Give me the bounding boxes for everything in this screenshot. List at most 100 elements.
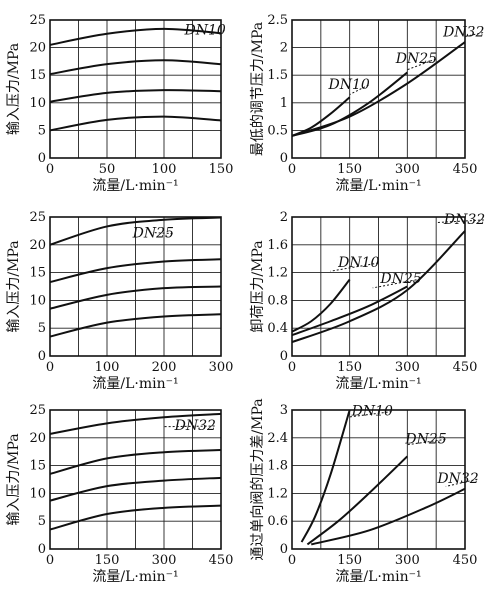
plot-frame — [291, 216, 466, 357]
series-label: DN25 — [379, 271, 421, 287]
y-tick-label: 5 — [38, 321, 46, 336]
y-tick-label: 0.6 — [267, 514, 288, 529]
x-tick-label: 0 — [288, 553, 296, 568]
y-axis-label: 输入压力/MPa — [6, 43, 22, 135]
y-tick-label: 10 — [29, 293, 46, 308]
plot-frame — [49, 409, 222, 550]
series-line-3 — [291, 230, 466, 344]
y-tick-label: 15 — [29, 68, 46, 83]
series-line-1 — [49, 412, 222, 435]
y-tick-label: 15 — [29, 459, 46, 474]
series-line-2 — [291, 285, 408, 337]
series-line-3 — [49, 285, 222, 310]
series-label: DN32 — [442, 25, 484, 41]
x-tick-label: 50 — [99, 162, 116, 177]
series-label: DN32 — [174, 418, 216, 434]
y-tick-label: 20 — [29, 41, 46, 56]
y-tick-label: 1.8 — [267, 459, 288, 474]
x-tick-label: 300 — [395, 360, 420, 375]
x-tick-label: 450 — [453, 360, 478, 375]
y-tick-label: 25 — [29, 403, 46, 418]
label-leader — [349, 411, 392, 418]
y-tick-label: 10 — [29, 96, 46, 111]
x-tick-label: 450 — [453, 553, 478, 568]
x-axis-label: 流量/L·min⁻¹ — [92, 178, 178, 194]
x-tick-label: 100 — [152, 162, 177, 177]
y-tick-label: 5 — [38, 514, 46, 529]
series-line-2 — [49, 449, 222, 475]
label-leader — [163, 425, 215, 428]
x-tick-label: 100 — [95, 360, 120, 375]
y-tick-label: 0 — [38, 151, 46, 166]
y-axis-label: 输入压力/MPa — [6, 433, 22, 525]
y-tick-label: 2 — [280, 41, 288, 56]
x-axis-label: 流量/L·min⁻¹ — [92, 569, 178, 585]
y-tick-label: 1.2 — [267, 486, 288, 501]
y-axis-label: 输入压力/MPa — [6, 240, 22, 332]
series-line-3 — [49, 89, 222, 103]
chart-panel-4: 0 150 300 450 0.4 0.8 1.2 1.6 2 0 流量/L·min⁻¹ 卸荷压力/M… — [250, 210, 485, 392]
label-leader — [349, 84, 369, 95]
label-leader — [464, 32, 484, 38]
y-tick-label: 1 — [280, 96, 288, 111]
series-line-2 — [49, 59, 222, 76]
x-axis-label: 流量/L·min⁻¹ — [335, 376, 421, 392]
label-leader — [407, 58, 436, 71]
x-tick-label: 0 — [288, 162, 296, 177]
y-axis-label: 最低的调节压力/MPa — [250, 22, 266, 156]
series-line-2 — [49, 258, 222, 284]
series-label: DN10 — [337, 255, 379, 271]
series-line-1 — [300, 409, 351, 543]
x-tick-label: 150 — [337, 162, 362, 177]
y-tick-label: 2.4 — [267, 431, 288, 446]
series-line-3 — [49, 476, 222, 502]
series-line-1 — [49, 27, 222, 46]
x-tick-label: 300 — [152, 553, 177, 568]
chart-panel-2: 0 150 300 450 0.5 1 1.5 2 2.5 0 流量/L·min⁻¹ 最低的调节压力/… — [250, 13, 484, 194]
series-label: DN10 — [184, 22, 226, 38]
series-line-3 — [310, 487, 466, 546]
y-tick-label: 0 — [38, 542, 46, 557]
x-axis-label: 流量/L·min⁻¹ — [335, 569, 421, 585]
series-line-3 — [291, 41, 466, 137]
series-label: DN25 — [395, 51, 437, 67]
y-tick-label: 25 — [29, 210, 46, 225]
series-line-1 — [291, 278, 351, 333]
label-leader — [372, 278, 421, 289]
y-tick-label: 1.6 — [267, 238, 288, 253]
label-leader — [220, 29, 225, 33]
series-line-4 — [49, 313, 222, 338]
x-axis-label: 流量/L·min⁻¹ — [335, 178, 421, 194]
y-tick-label: 0.8 — [267, 293, 288, 308]
y-tick-label: 15 — [29, 266, 46, 281]
label-leader — [407, 438, 446, 446]
label-leader — [152, 232, 173, 235]
y-axis-label: 通过单向阀的压力差/MPa — [250, 398, 266, 560]
y-tick-label: 25 — [29, 13, 46, 28]
y-tick-label: 0 — [38, 349, 46, 364]
y-tick-label: 2 — [280, 210, 288, 225]
chart-panel-3: 0 100 200 300 5 10 15 20 25 0 流量/L·min⁻¹ 输入压力/MPa DN… — [6, 210, 233, 392]
label-leader — [330, 262, 379, 272]
x-tick-label: 0 — [46, 553, 54, 568]
x-tick-label: 0 — [46, 162, 54, 177]
x-tick-label: 450 — [453, 162, 478, 177]
y-tick-label: 0 — [280, 151, 288, 166]
x-axis-label: 流量/L·min⁻¹ — [92, 376, 178, 392]
x-tick-label: 300 — [395, 553, 420, 568]
x-tick-label: 300 — [395, 162, 420, 177]
x-tick-label: 150 — [209, 162, 234, 177]
plot-frame — [49, 19, 222, 159]
y-tick-label: 0 — [280, 542, 288, 557]
y-tick-label: 20 — [29, 238, 46, 253]
y-tick-label: 1.5 — [267, 68, 288, 83]
series-line-4 — [49, 115, 222, 132]
x-tick-label: 200 — [152, 360, 177, 375]
plot-frame — [291, 19, 466, 159]
y-tick-label: 0 — [280, 349, 288, 364]
chart-panel-5: 0 150 300 450 5 10 15 20 25 0 流量/L·min⁻¹ 输入压力/MPa DN… — [6, 403, 233, 585]
y-tick-label: 1.2 — [267, 266, 288, 281]
y-tick-label: 3 — [280, 403, 288, 418]
label-leader — [445, 478, 478, 487]
